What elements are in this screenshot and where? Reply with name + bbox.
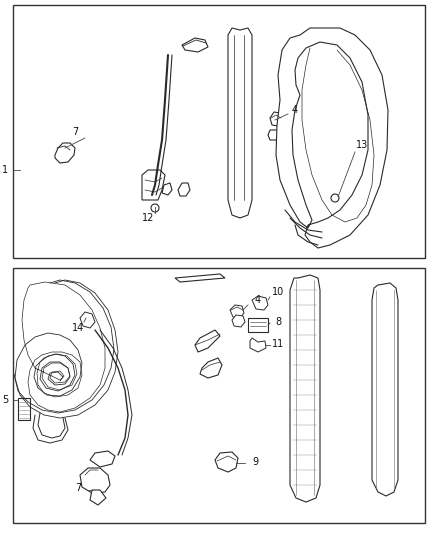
- Text: 7: 7: [72, 127, 78, 137]
- Polygon shape: [290, 275, 320, 502]
- Polygon shape: [80, 312, 95, 328]
- Text: 13: 13: [356, 140, 368, 150]
- Polygon shape: [90, 451, 115, 467]
- Text: 7: 7: [75, 483, 81, 493]
- Circle shape: [151, 204, 159, 212]
- Polygon shape: [372, 283, 398, 496]
- Polygon shape: [232, 315, 245, 327]
- Text: 4: 4: [255, 295, 261, 305]
- Polygon shape: [228, 28, 252, 218]
- Polygon shape: [200, 358, 222, 378]
- Text: 14: 14: [72, 323, 84, 333]
- Polygon shape: [182, 38, 208, 52]
- Circle shape: [331, 194, 339, 202]
- Polygon shape: [248, 318, 268, 332]
- Polygon shape: [22, 282, 105, 412]
- Polygon shape: [18, 398, 30, 420]
- Text: 8: 8: [275, 317, 281, 327]
- Polygon shape: [178, 183, 190, 196]
- Polygon shape: [55, 143, 75, 163]
- Polygon shape: [195, 330, 220, 352]
- Polygon shape: [162, 183, 172, 195]
- Text: 1: 1: [2, 165, 8, 175]
- Polygon shape: [270, 112, 282, 126]
- Polygon shape: [250, 338, 266, 352]
- Polygon shape: [175, 274, 225, 282]
- Polygon shape: [142, 170, 165, 200]
- Text: 5: 5: [2, 395, 8, 405]
- Polygon shape: [80, 468, 110, 493]
- Polygon shape: [230, 305, 244, 318]
- Text: 12: 12: [142, 213, 154, 223]
- Text: 11: 11: [272, 339, 284, 349]
- Polygon shape: [215, 452, 238, 472]
- Polygon shape: [276, 28, 388, 248]
- Text: 4: 4: [292, 105, 298, 115]
- Polygon shape: [252, 296, 268, 310]
- Text: 9: 9: [252, 457, 258, 467]
- Polygon shape: [268, 130, 280, 140]
- Text: 10: 10: [272, 287, 284, 297]
- Polygon shape: [13, 268, 425, 523]
- Polygon shape: [13, 5, 425, 258]
- Polygon shape: [90, 490, 106, 505]
